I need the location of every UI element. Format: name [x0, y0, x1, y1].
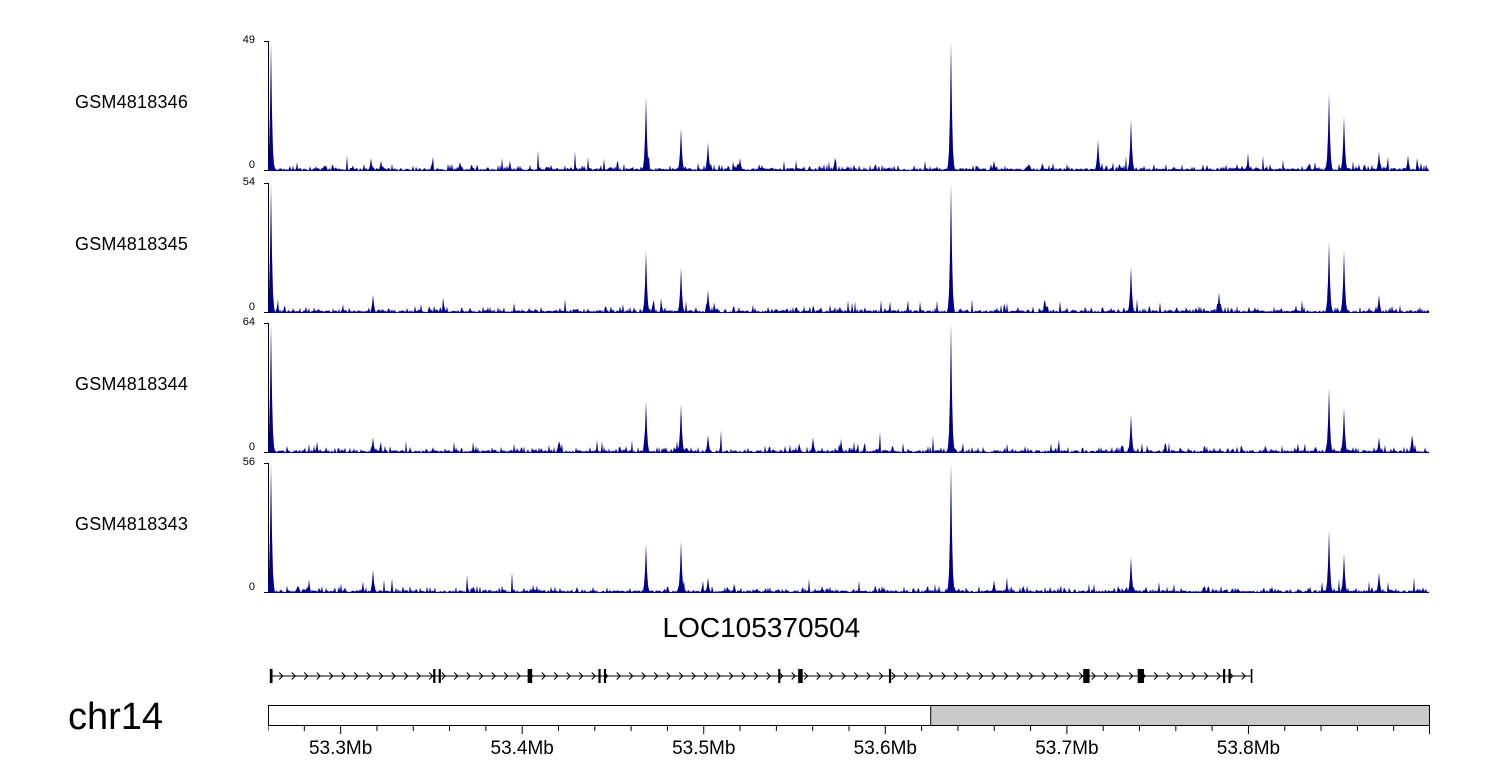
axis-tick-label: 53.4Mb	[490, 738, 554, 759]
chromosome-label: chr14	[68, 696, 164, 738]
coverage-track-2: GSM4818345 54 0	[0, 176, 1500, 316]
y-axis-max-label: 56	[242, 456, 255, 468]
y-axis-min-label: 0	[248, 159, 255, 171]
y-axis-min-label: 0	[248, 441, 255, 453]
axis-tick-label: 53.7Mb	[1035, 738, 1099, 759]
axis-tick-label: 53.8Mb	[1216, 738, 1281, 759]
genome-axis-track	[268, 705, 1430, 734]
gene-name-label: LOC105370504	[662, 612, 861, 643]
coverage-signal-plot	[264, 183, 1429, 313]
coverage-signal-plot	[264, 41, 1429, 171]
coverage-signal-plot	[264, 323, 1429, 453]
track-label: GSM4818345	[75, 234, 189, 254]
axis-tick-label: 53.6Mb	[853, 738, 917, 759]
track-label: GSM4818344	[75, 374, 189, 394]
y-axis-max-label: 64	[242, 316, 255, 328]
y-axis-min-label: 0	[248, 581, 255, 593]
gene-model-track	[269, 669, 1253, 683]
coverage-track-1: GSM4818346 49 0	[0, 34, 1500, 174]
y-axis-min-label: 0	[248, 301, 255, 313]
axis-tick-label: 53.3Mb	[308, 738, 373, 759]
coverage-track-3: GSM4818344 64 0	[0, 316, 1500, 456]
track-label: GSM4818346	[75, 92, 189, 112]
y-axis-max-label: 49	[242, 34, 255, 46]
axis-tick-label: 53.5Mb	[672, 738, 736, 759]
y-axis-max-label: 54	[242, 176, 255, 188]
coverage-signal-plot	[264, 463, 1429, 593]
coverage-track-4: GSM4818343 56 0	[0, 456, 1500, 596]
track-label: GSM4818343	[75, 514, 189, 534]
